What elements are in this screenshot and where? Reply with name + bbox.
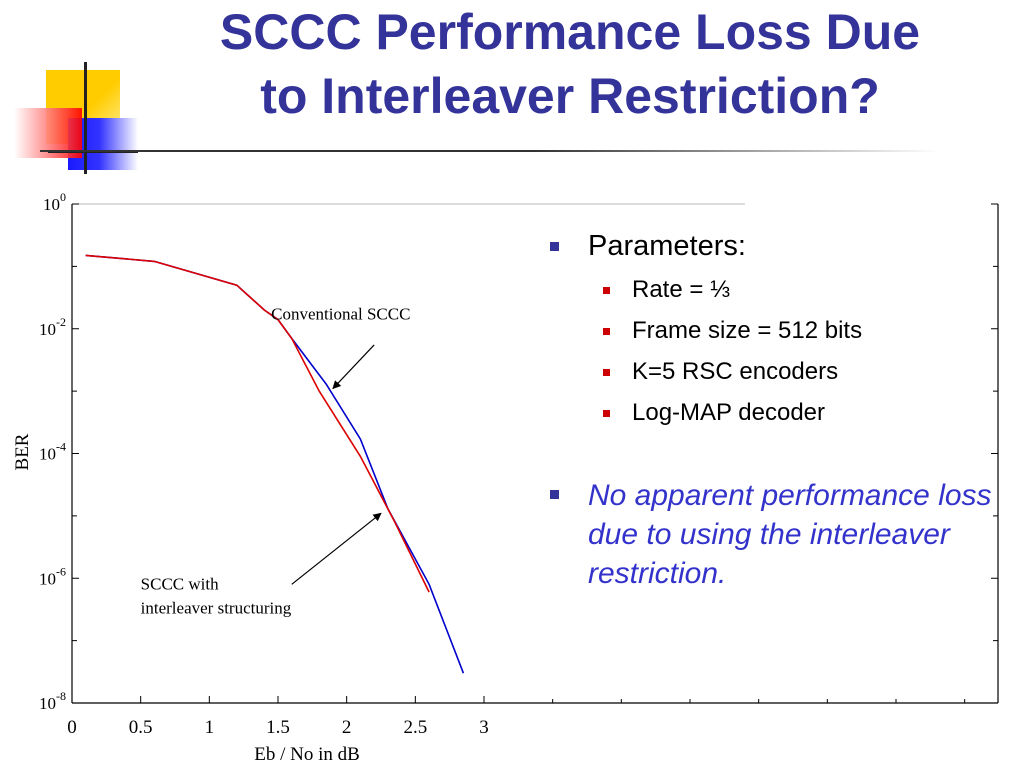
- y-tick-label: 10-8: [39, 689, 66, 713]
- bullet-parameters: Parameters:: [548, 228, 1008, 264]
- logo-red-square: [14, 108, 82, 158]
- sub-bullet-label: Frame size = 512 bits: [632, 317, 863, 344]
- sub-bullet-label: Rate = ⅓: [632, 276, 731, 303]
- sub-bullet-label: K=5 RSC encoders: [632, 358, 839, 385]
- parameters-label: Parameters:: [588, 230, 746, 262]
- bullet-list: Parameters: Rate = ⅓ Frame size = 512 bi…: [548, 228, 1008, 593]
- sub-bullet-decoder: Log-MAP decoder: [548, 398, 1008, 428]
- sub-bullet-marker-icon: [603, 410, 610, 417]
- bullet-conclusion: No apparent performance loss due to usin…: [548, 476, 1008, 593]
- sub-bullet-marker-icon: [603, 369, 610, 376]
- annotation-arrow: [332, 344, 375, 390]
- y-tick-label: 100: [43, 190, 66, 214]
- logo-vertical-line: [84, 62, 87, 174]
- annotation-structured: SCCC with interleaver structuring: [141, 575, 292, 618]
- annotation-arrow: [291, 512, 382, 585]
- x-axis-label: Eb / No in dB: [254, 744, 360, 765]
- x-tick-label: 2: [342, 717, 352, 738]
- x-tick-label: 0.5: [129, 717, 153, 738]
- title-line-1: SCCC Performance Loss Due: [219, 4, 921, 60]
- sub-bullet-rate: Rate = ⅓: [548, 275, 1008, 305]
- x-tick-label: 2.5: [403, 717, 427, 738]
- sub-bullet-marker-icon: [603, 287, 610, 294]
- title-divider: [40, 150, 940, 152]
- sub-bullet-encoders: K=5 RSC encoders: [548, 357, 1008, 387]
- y-tick-label: 10-4: [39, 440, 66, 464]
- annotation-conventional: Conventional SCCC: [271, 305, 410, 324]
- slide-title: SCCC Performance Loss Due to Interleaver…: [150, 0, 990, 128]
- x-tick-label: 1.5: [266, 717, 290, 738]
- series-line-structured: [85, 254, 430, 593]
- bullet-marker-icon: [550, 490, 559, 499]
- title-line-2: to Interleaver Restriction?: [260, 68, 880, 124]
- sub-bullet-marker-icon: [603, 328, 610, 335]
- sub-bullet-label: Log-MAP decoder: [632, 399, 826, 426]
- bullet-marker-icon: [550, 242, 559, 251]
- y-tick-label: 10-6: [39, 564, 66, 588]
- x-tick-label: 0: [67, 717, 77, 738]
- y-axis-label: BER: [12, 433, 33, 470]
- conclusion-text: No apparent performance loss due to usin…: [588, 479, 992, 590]
- y-tick-label: 10-2: [39, 315, 66, 339]
- x-tick-label: 1: [205, 717, 215, 738]
- x-tick-label: 3: [479, 717, 489, 738]
- sub-bullet-frame-size: Frame size = 512 bits: [548, 316, 1008, 346]
